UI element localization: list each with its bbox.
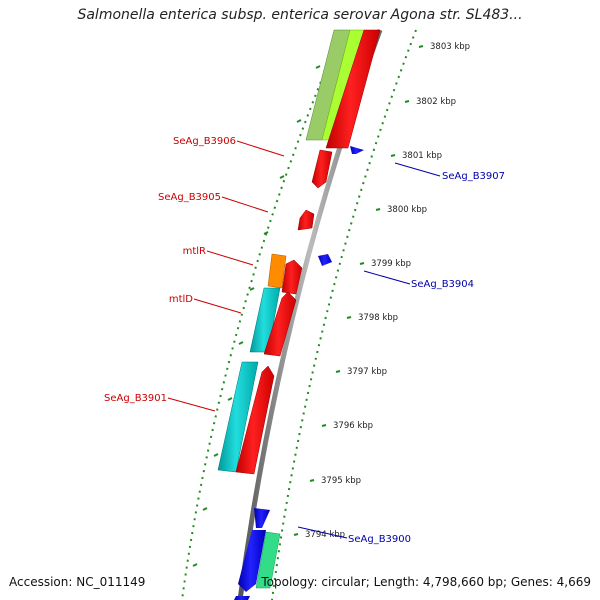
- right-label-leaders: [297, 162, 441, 539]
- ruler-tick-label: 3794 kbp: [305, 530, 345, 540]
- gene-feature-red-2[interactable]: [311, 149, 333, 189]
- topology-text: Topology: circular; Length: 4,798,660 bp…: [261, 575, 591, 589]
- gene-label-SeAg_B3905[interactable]: SeAg_B3905: [158, 192, 221, 203]
- ruler-tick: [335, 370, 341, 373]
- gene-label-SeAg_B3906[interactable]: SeAg_B3906: [173, 136, 236, 147]
- ruler-tick: [375, 208, 381, 211]
- ruler-tick: [321, 424, 327, 427]
- gene-feature-blue-4[interactable]: [238, 530, 266, 592]
- ruler-tick-label: 3800 kbp: [387, 205, 427, 215]
- gene-label-SeAg_B3907[interactable]: SeAg_B3907: [442, 171, 505, 182]
- gene-feature-blue-2[interactable]: [318, 254, 332, 266]
- gene-feature-red-6[interactable]: [235, 365, 275, 475]
- gene-feature-blue-1[interactable]: [350, 146, 364, 154]
- ruler-tick-label: 3802 kbp: [416, 97, 456, 107]
- gene-feature-blue-5[interactable]: [234, 596, 250, 600]
- gene-label-mtlR[interactable]: mtlR: [183, 246, 206, 257]
- gene-feature-orange[interactable]: [267, 253, 287, 289]
- ruler-tick-label: 3798 kbp: [358, 313, 398, 323]
- ruler-ticks: 3803 kbp 3802 kbp 3801 kbp 3800 kbp 3799 kbp…: [293, 42, 470, 540]
- gene-label-mtlD[interactable]: mtlD: [169, 294, 193, 305]
- gene-label-SeAg_B3900[interactable]: SeAg_B3900: [348, 534, 411, 545]
- gene-feature-green-2[interactable]: [255, 531, 281, 589]
- gene-feature-red-top[interactable]: [325, 29, 381, 149]
- gene-label-SeAg_B3901[interactable]: SeAg_B3901: [104, 393, 167, 404]
- ruler-tick-label: 3795 kbp: [321, 476, 361, 486]
- gene-feature-red-5[interactable]: [263, 291, 297, 357]
- gene-feature-red-3[interactable]: [297, 209, 315, 231]
- ruler-tick: [359, 262, 365, 265]
- accession-text: Accession: NC_011149: [9, 575, 146, 589]
- ruler-tick-label: 3801 kbp: [402, 151, 442, 161]
- ruler-tick-label: 3797 kbp: [347, 367, 387, 377]
- gene-feature-red-4[interactable]: [281, 259, 303, 295]
- inner-ruler-ticks: [192, 65, 321, 567]
- ruler-tick: [309, 479, 315, 482]
- gene-feature-blue-3[interactable]: [254, 508, 270, 528]
- ruler-tick: [404, 100, 410, 103]
- ruler-tick-label: 3799 kbp: [371, 259, 411, 269]
- ruler-tick: [346, 316, 352, 319]
- ruler-tick-label: 3796 kbp: [333, 421, 373, 431]
- left-label-leaders: [167, 140, 285, 412]
- ruler-tick: [418, 45, 424, 48]
- ruler-tick-label: 3803 kbp: [430, 42, 470, 52]
- ruler-tick: [293, 533, 299, 536]
- ruler-tick: [390, 154, 396, 157]
- gene-label-SeAg_B3904[interactable]: SeAg_B3904: [411, 279, 474, 290]
- map-title: Salmonella enterica subsp. enterica sero…: [77, 7, 523, 23]
